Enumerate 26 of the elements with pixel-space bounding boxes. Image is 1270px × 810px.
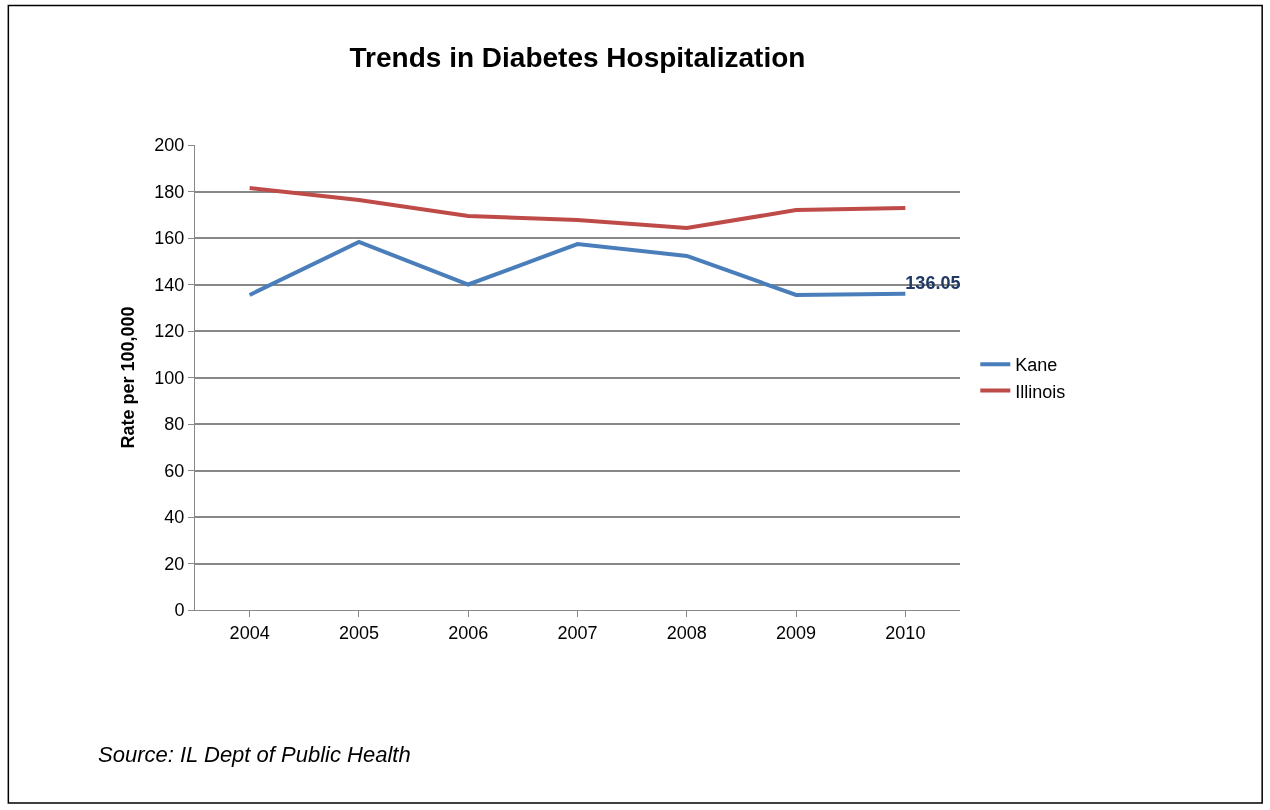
source-note: Source: IL Dept of Public Health: [98, 742, 411, 767]
y-tick-label: 120: [154, 321, 185, 342]
chart-title: Trends in Diabetes Hospitalization: [349, 41, 806, 73]
x-tick-label: 2010: [885, 622, 926, 643]
y-tick-label: 180: [154, 181, 185, 202]
line-series: [247, 186, 908, 230]
legend-label: Illinois: [1015, 381, 1066, 402]
y-axis-title: Rate per 100,000: [117, 306, 138, 449]
line-series: [247, 239, 908, 297]
x-tick-label: 2006: [448, 622, 489, 643]
y-tick-label: 60: [164, 460, 185, 481]
legend-label: Kane: [1015, 355, 1058, 376]
x-tick-label: 2005: [338, 622, 379, 643]
x-tick-label: 2009: [776, 622, 817, 643]
y-tick-label: 200: [154, 135, 185, 156]
y-tick-label: 80: [164, 414, 185, 435]
x-tick-label: 2007: [557, 622, 598, 643]
x-tick-label: 2004: [229, 622, 270, 643]
data-label: 136.05: [905, 273, 961, 294]
y-tick-label: 40: [164, 507, 185, 528]
x-tick-label: 2008: [666, 622, 707, 643]
y-tick-label: 160: [154, 228, 185, 249]
y-tick-label: 0: [174, 600, 185, 621]
y-tick-label: 140: [154, 274, 185, 295]
y-tick-label: 100: [154, 367, 185, 388]
y-tick-label: 20: [164, 553, 185, 574]
